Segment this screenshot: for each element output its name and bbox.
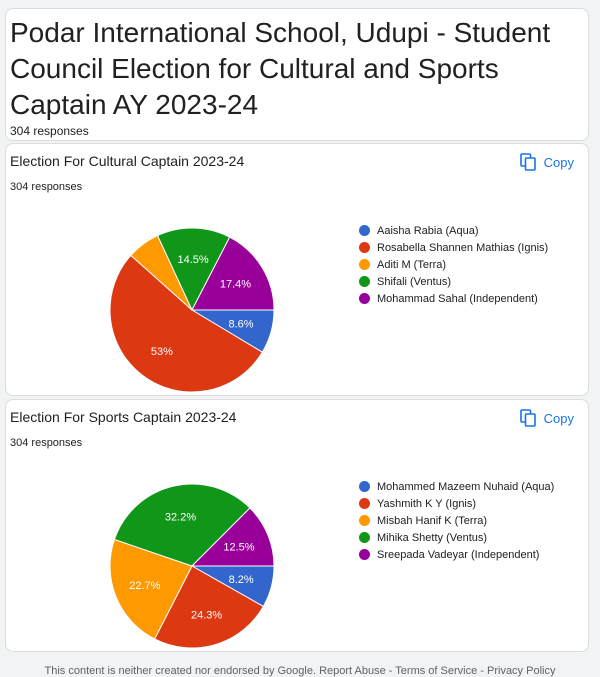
legend-item: Mohammed Mazeem Nuhaid (Aqua) [357, 480, 577, 494]
question-card-sports: Election For Sports Captain 2023-24 304 … [5, 399, 589, 652]
copy-icon [519, 153, 536, 171]
form-title: Podar International School, Udupi - Stud… [10, 17, 551, 120]
slice-label: 24.3% [191, 610, 222, 622]
pie-slice [190, 507, 275, 567]
chart-response-count: 304 responses [10, 437, 83, 449]
legend-swatch [359, 515, 370, 526]
chart-title: Election For Sports Captain 2023-24 [10, 409, 237, 425]
chart-legend: Mohammed Mazeem Nuhaid (Aqua) Yashmith K … [357, 480, 577, 565]
legend-label: Mihika Shetty (Ventus) [377, 532, 488, 544]
chart-response-count: 304 responses [10, 181, 83, 193]
slice-label: 14.5% [178, 254, 209, 266]
slice-label: 12.5% [223, 542, 254, 554]
copy-button-label: Copy [543, 410, 574, 426]
legend-label: Aditi M (Terra) [377, 259, 447, 271]
slice-label: 17.4% [220, 279, 251, 291]
footer-disclaimer: This content is neither created nor endo… [44, 665, 556, 677]
slice-label: 32.2% [165, 511, 196, 523]
copy-chart-button[interactable]: Copy [519, 151, 574, 173]
legend-swatch [359, 481, 370, 492]
legend-swatch [359, 242, 370, 253]
chart-legend: Aaisha Rabia (Aqua) Rosabella Shannen Mat… [357, 224, 577, 309]
legend-item: Yashmith K Y (Ignis) [357, 497, 577, 511]
legend-item: Mohammad Sahal (Independent) [357, 292, 577, 306]
pie-slice [113, 483, 251, 567]
legend-item: Shifali (Ventus) [357, 275, 577, 289]
legend-label: Rosabella Shannen Mathias (Ignis) [377, 242, 549, 254]
form-response-count: 304 responses [10, 124, 89, 138]
slice-label: 53% [151, 346, 173, 358]
slice-label: 22.7% [129, 580, 160, 592]
legend-swatch [359, 225, 370, 236]
legend-item: Rosabella Shannen Mathias (Ignis) [357, 241, 577, 255]
form-header-card: Podar International School, Udupi - Stud… [5, 8, 589, 141]
pie-slice [109, 254, 264, 393]
legend-label: Misbah Hanif K (Terra) [377, 515, 488, 527]
chart-title: Election For Cultural Captain 2023-24 [10, 153, 245, 169]
slice-label: 8.2% [229, 574, 254, 586]
legend-item: Aditi M (Terra) [357, 258, 577, 272]
pie-chart: 8.2% 24.3% 22.7% 32.2% 12.5% [109, 483, 275, 649]
legend-swatch [359, 293, 370, 304]
legend-label: Aaisha Rabia (Aqua) [377, 225, 479, 237]
legend-swatch [359, 532, 370, 543]
pie-chart: 8.6% 53% 14.5% 17.4% [109, 227, 275, 393]
pie-slice [191, 236, 275, 311]
legend-label: Mohammed Mazeem Nuhaid (Aqua) [377, 481, 555, 493]
copy-icon [519, 409, 536, 427]
legend-label: Yashmith K Y (Ignis) [377, 498, 477, 510]
legend-item: Misbah Hanif K (Terra) [357, 514, 577, 528]
slice-label: 8.6% [228, 319, 253, 331]
legend-swatch [359, 259, 370, 270]
legend-swatch [359, 276, 370, 287]
legend-label: Mohammad Sahal (Independent) [377, 293, 538, 305]
copy-button-label: Copy [543, 154, 574, 170]
legend-label: Sreepada Vadeyar (Independent) [377, 549, 540, 561]
copy-chart-button[interactable]: Copy [519, 407, 574, 429]
legend-label: Shifali (Ventus) [377, 276, 451, 288]
legend-swatch [359, 498, 370, 509]
legend-swatch [359, 549, 370, 560]
question-card-cultural: Election For Cultural Captain 2023-24 30… [5, 143, 589, 396]
legend-item: Mihika Shetty (Ventus) [357, 531, 577, 545]
legend-item: Sreepada Vadeyar (Independent) [357, 548, 577, 562]
pie-slice [156, 227, 231, 312]
pie-slice [109, 538, 193, 640]
legend-item: Aaisha Rabia (Aqua) [357, 224, 577, 238]
